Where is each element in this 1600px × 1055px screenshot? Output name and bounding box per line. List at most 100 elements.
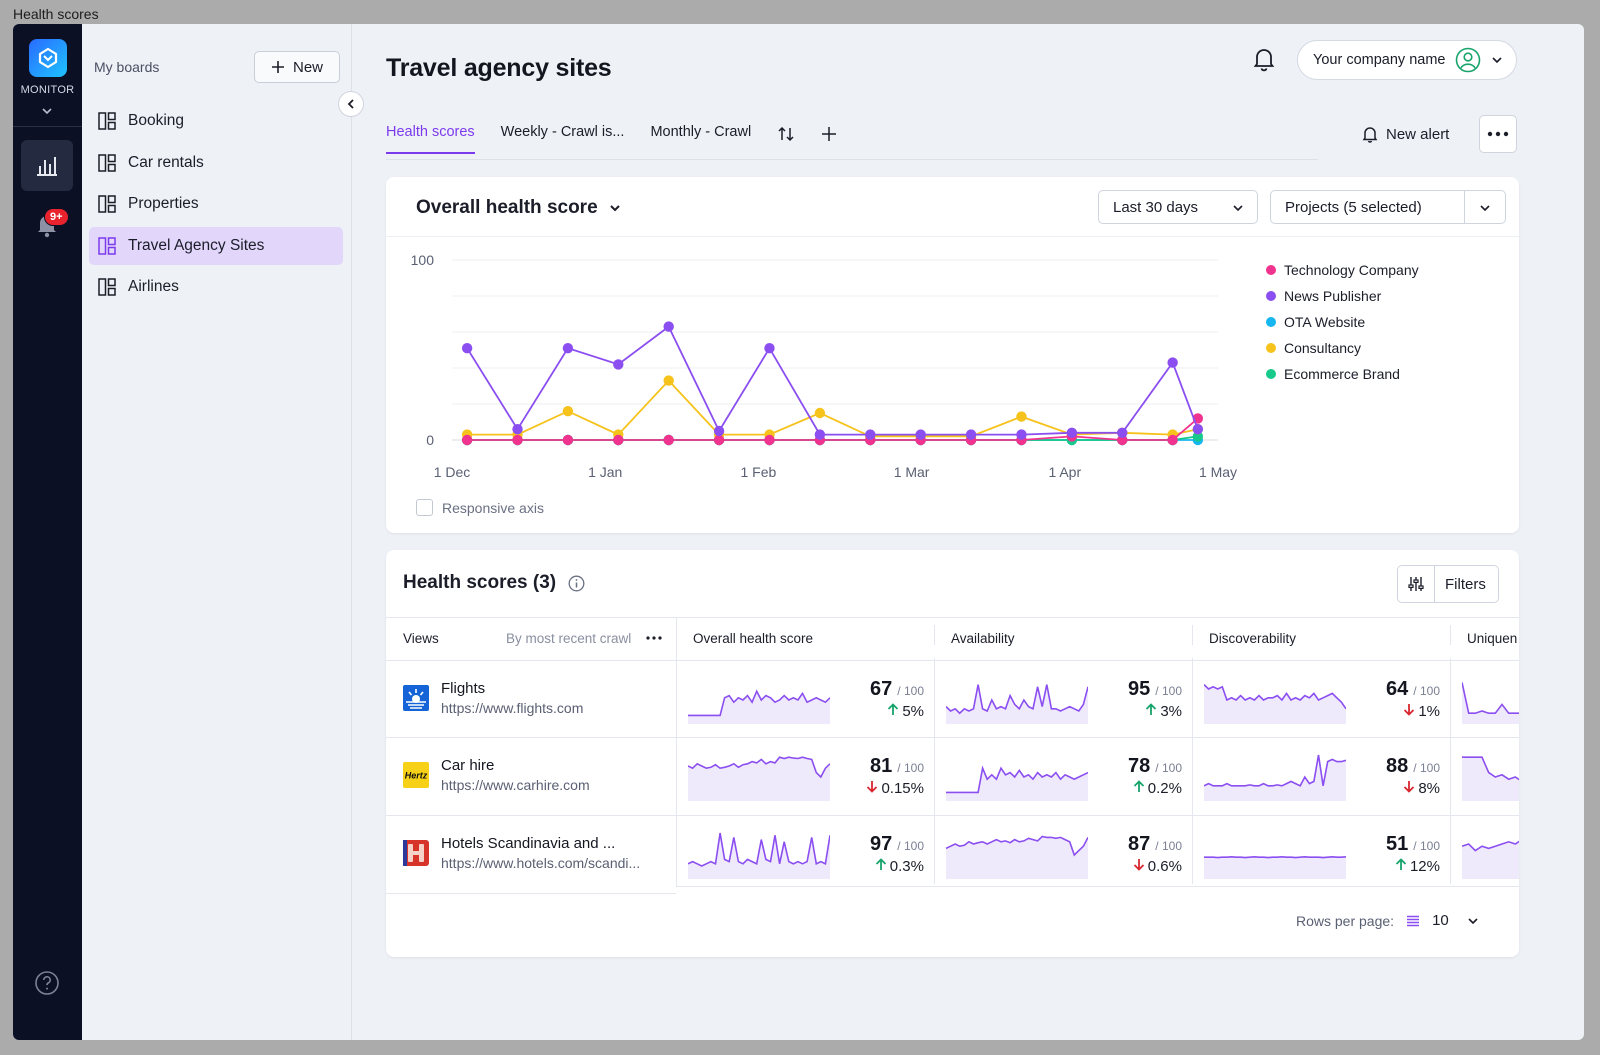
metric-column-header[interactable]: Discoverability (1209, 631, 1297, 646)
score-denominator: / 100 (1413, 684, 1440, 698)
legend-item[interactable]: Ecommerce Brand (1266, 361, 1419, 387)
sparkline-line (688, 756, 830, 779)
score-value: 51 (1386, 833, 1409, 855)
board-item[interactable]: Travel Agency Sites (89, 226, 343, 265)
data-point[interactable] (865, 429, 876, 440)
row-divider (676, 886, 1519, 887)
data-point[interactable] (1117, 434, 1128, 446)
reorder-tabs-icon[interactable] (777, 125, 795, 143)
data-point[interactable] (512, 424, 523, 435)
sparkline-area (1204, 755, 1346, 801)
data-point[interactable] (512, 434, 523, 446)
metric-score: 51 / 100 (1386, 833, 1440, 856)
info-icon[interactable] (568, 575, 585, 592)
data-point[interactable] (1016, 411, 1027, 422)
tab-health-scores[interactable]: Health scores (386, 124, 475, 154)
new-alert-button[interactable]: New alert (1362, 125, 1449, 143)
metric-score: 87 / 100 (1128, 833, 1182, 856)
legend-item[interactable]: Technology Company (1266, 257, 1419, 283)
metric-column-header[interactable]: Availability (951, 631, 1015, 646)
data-point[interactable] (1167, 434, 1178, 446)
data-point[interactable] (764, 343, 775, 354)
collapse-panel-button[interactable] (338, 91, 364, 117)
data-point[interactable] (461, 343, 473, 354)
chevron-down-icon[interactable] (40, 104, 54, 118)
data-point[interactable] (1066, 427, 1078, 438)
chart-title-dropdown[interactable]: Overall health score (416, 197, 622, 219)
data-point[interactable] (613, 359, 624, 370)
add-tab-icon[interactable] (821, 126, 837, 142)
responsive-axis-checkbox[interactable] (416, 499, 433, 516)
data-point[interactable] (814, 429, 826, 440)
legend-label: News Publisher (1284, 288, 1382, 304)
metric-delta: 0.15% (866, 780, 924, 797)
rows-per-page-value[interactable]: 10 (1432, 912, 1449, 929)
data-point[interactable] (1192, 431, 1204, 442)
page-title: Travel agency sites (386, 54, 612, 82)
metric-delta: 8% (1403, 780, 1440, 797)
company-selector[interactable]: Your company name (1297, 40, 1517, 80)
sparkline-area (688, 757, 830, 801)
plus-icon (271, 61, 284, 73)
ellipsis-icon (1487, 131, 1509, 137)
data-point[interactable] (814, 407, 826, 419)
legend-item[interactable]: News Publisher (1266, 283, 1419, 309)
ellipsis-icon[interactable] (646, 636, 662, 640)
projects-select[interactable]: Projects (5 selected) (1270, 190, 1506, 224)
data-point[interactable] (663, 434, 674, 446)
table-row[interactable]: Hotels Scandinavia and ... https://www.ho… (403, 835, 640, 871)
more-options-button[interactable] (1479, 115, 1517, 153)
column-divider (1450, 658, 1451, 884)
projects-value: Projects (5 selected) (1285, 198, 1422, 216)
board-item[interactable]: Airlines (89, 268, 343, 306)
data-point[interactable] (764, 434, 775, 446)
board-item[interactable]: Booking (89, 102, 343, 140)
board-item[interactable]: Properties (89, 185, 343, 223)
data-point[interactable] (613, 434, 624, 446)
metric-column-header[interactable]: Overall health score (693, 631, 814, 646)
filter-sliders-icon[interactable] (1398, 566, 1435, 602)
delta-value: 8% (1418, 780, 1440, 797)
data-point[interactable] (1192, 424, 1204, 435)
table-row[interactable]: Hertz Car hire https://www.carhire.com (403, 757, 590, 793)
data-point[interactable] (663, 321, 674, 332)
chevron-down-icon[interactable] (1467, 915, 1479, 927)
metric-score: 81 / 100 (870, 755, 924, 778)
data-point[interactable] (915, 429, 926, 440)
data-point[interactable] (1167, 357, 1178, 368)
app-logo-icon[interactable] (29, 39, 67, 77)
date-range-select[interactable]: Last 30 days (1098, 190, 1258, 224)
data-point[interactable] (1016, 429, 1027, 440)
table-row[interactable]: Flights https://www.flights.com (403, 680, 583, 716)
data-point[interactable] (713, 425, 725, 437)
arrow-down-icon (867, 781, 878, 793)
date-range-value: Last 30 days (1113, 198, 1199, 216)
data-point[interactable] (713, 434, 725, 446)
board-item[interactable]: Car rentals (89, 144, 343, 182)
tab-weekly-crawl[interactable]: Weekly - Crawl is... (500, 124, 625, 140)
notifications-bell-icon[interactable] (1252, 46, 1276, 72)
column-divider (934, 658, 935, 884)
data-point[interactable] (562, 406, 574, 417)
tab-monthly-crawl[interactable]: Monthly - Crawl (650, 124, 752, 140)
metric-column-header[interactable]: Uniquen (1467, 631, 1518, 646)
data-point[interactable] (461, 434, 473, 446)
legend-item[interactable]: OTA Website (1266, 309, 1419, 335)
data-point[interactable] (562, 434, 574, 446)
help-icon[interactable] (34, 970, 60, 996)
analytics-nav-button[interactable] (21, 140, 73, 191)
data-point[interactable] (1117, 427, 1128, 438)
sparkline-line (1462, 840, 1519, 852)
new-board-button[interactable]: New (254, 51, 340, 83)
data-point[interactable] (663, 375, 674, 386)
sort-label[interactable]: By most recent crawl (506, 631, 632, 646)
board-item-label: Properties (128, 195, 199, 213)
legend-swatch (1266, 291, 1276, 301)
score-denominator: / 100 (897, 684, 924, 698)
responsive-axis-toggle[interactable]: Responsive axis (416, 499, 544, 516)
data-point[interactable] (965, 429, 977, 440)
data-point[interactable] (562, 343, 574, 354)
chevron-down-icon (1480, 205, 1490, 212)
legend-item[interactable]: Consultancy (1266, 335, 1419, 361)
filters-button[interactable]: Filters (1397, 565, 1499, 603)
